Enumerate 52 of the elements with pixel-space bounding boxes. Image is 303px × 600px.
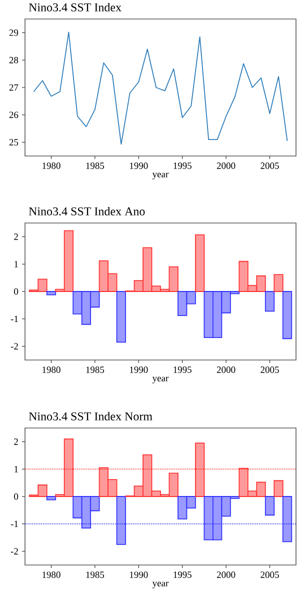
bar [116,496,126,545]
line-series [33,32,288,145]
bar [274,480,284,497]
y-tick-label: -1 [10,520,18,528]
x-axis-title: year [152,172,169,180]
y-tick-label: -2 [10,548,18,554]
y-tick-label: 27 [9,84,18,91]
x-tick-label: 1990 [130,162,148,169]
x-tick-label: 2000 [216,162,236,169]
bar [264,496,275,516]
y-tick-label: 2 [14,234,18,240]
y-tick-label: 1 [14,466,18,472]
y-tick-label: 2 [14,438,18,445]
chart-title: Nino3.4 SST Index Ano [28,206,145,216]
y-tick-label: 0 [14,493,18,500]
x-tick-label: 2000 [216,366,236,373]
x-tick-label: 2005 [260,162,279,169]
x-tick-label: 1990 [130,366,148,373]
bar [46,496,56,500]
x-tick-label: 1980 [42,572,60,578]
x-tick-label: 1985 [86,366,104,373]
x-tick-label: 1995 [174,366,192,373]
y-tick-label: -1 [10,316,18,322]
x-tick-label: 1980 [42,366,60,373]
x-tick-label: 1995 [174,162,192,169]
x-axis-title: year [152,376,169,384]
y-tick-label: 29 [9,30,18,36]
x-tick-label: 1990 [130,572,148,578]
y-tick-label: 25 [9,139,18,146]
bar [195,234,205,292]
y-tick-label: 26 [9,112,18,118]
chart-title: Nino3.4 SST Index Norm [28,412,152,420]
bar [282,496,292,542]
x-tick-label: 1985 [86,162,104,169]
bar [264,291,275,312]
x-tick-label: 2005 [260,366,279,373]
y-tick-label: -2 [10,343,18,350]
x-tick-label: 1995 [174,572,192,578]
x-axis-title: year [152,582,169,588]
x-tick-label: 1980 [42,162,60,169]
y-tick-label: 0 [14,288,18,295]
y-tick-label: 1 [14,260,18,268]
bar [195,442,205,497]
bar [282,291,292,340]
y-tick-label: 28 [9,56,18,64]
bar [274,274,284,292]
x-tick-label: 2005 [260,572,279,578]
bar [116,291,126,343]
x-tick-label: 1985 [86,572,104,578]
x-tick-label: 2000 [216,572,236,578]
chart-title: Nino3.4 SST Index [28,2,122,12]
bar [46,291,56,296]
